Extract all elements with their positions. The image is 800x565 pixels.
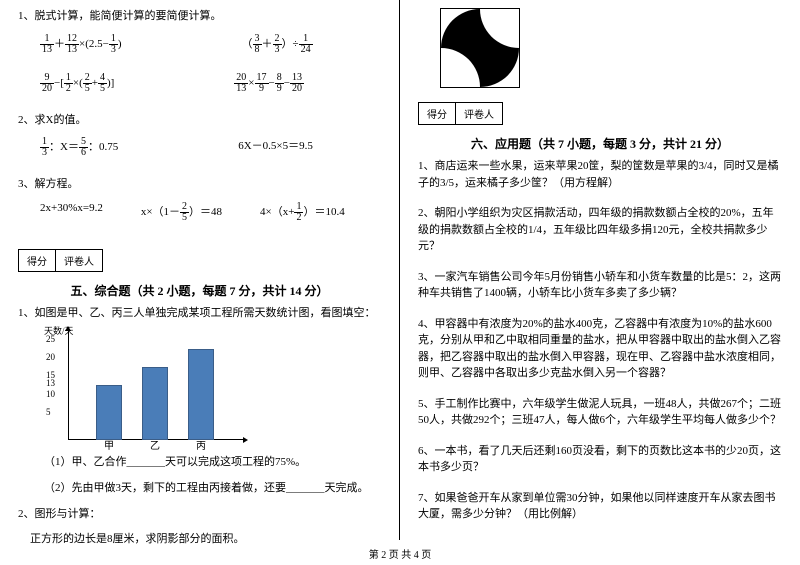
q5-1-sub1: （1）甲、乙合作_______天可以完成这项工程的75%。 [44, 454, 381, 472]
chart-bar [188, 349, 214, 441]
right-column: 得分 评卷人 六、应用题（共 7 小题，每题 3 分，共计 21 分） 1、商店… [400, 0, 800, 540]
score-label: 得分 [19, 250, 56, 271]
r-q3: 3、一家汽车销售公司今年5月份销售小轿车和小货车数量的比是5：2，这两种车共销售… [418, 269, 782, 302]
q5-2: 2、图形与计算： [18, 506, 381, 524]
section-5-title: 五、综合题（共 2 小题，每题 7 分，共计 14 分） [18, 282, 381, 299]
expr-1b: （38＋23）÷124 [242, 34, 313, 55]
expr-4b: x×（1－25）＝48 [141, 202, 222, 223]
q5-1-sub2: （2）先由甲做3天，剩下的工程由丙接着做，还要_______天完成。 [44, 480, 381, 498]
chart-bar [142, 367, 168, 440]
page-footer: 第 2 页 共 4 页 [0, 546, 800, 561]
y-tick-label: 15 [46, 370, 55, 380]
grader-label: 评卷人 [456, 103, 502, 124]
score-box-r: 得分 评卷人 [418, 102, 503, 125]
geometry-figure [440, 8, 520, 88]
x-tick-label: 丙 [196, 437, 206, 452]
x-tick-label: 甲 [104, 437, 114, 452]
expr-row-2: 920−[12×(25+45)] 2013×179−89−1320 [40, 73, 381, 94]
expr-4a: 2x+30%x=9.2 [40, 202, 103, 223]
expr-row-1: 113＋1213×(2.5−13) （38＋23）÷124 [40, 34, 381, 55]
score-label: 得分 [419, 103, 456, 124]
expr-2b: 2013×179−89−1320 [234, 73, 304, 94]
expr-2a: 920−[12×(25+45)] [40, 73, 114, 94]
y-tick-label: 10 [46, 389, 55, 399]
x-tick-label: 乙 [150, 437, 160, 452]
y-tick-label: 20 [46, 352, 55, 362]
q1-label: 1、脱式计算，能简便计算的要简便计算。 [18, 8, 381, 26]
r-q1: 1、商店运来一些水果，运来苹果20筐，梨的筐数是苹果的3/4，同时又是橘子的3/… [418, 158, 782, 191]
r-q6: 6、一本书，看了几天后还剩160页没看，剩下的页数比这本书的少20页，这本书多少… [418, 443, 782, 476]
chart-bar [96, 385, 122, 440]
grader-label: 评卷人 [56, 250, 102, 271]
expr-row-3: 13：X＝56：0.75 6X－0.5×5＝9.5 [40, 137, 381, 158]
r-q4: 4、甲容器中有浓度为20%的盐水400克，乙容器中有浓度为10%的盐水600克，… [418, 316, 782, 382]
expr-3b: 6X－0.5×5＝9.5 [238, 137, 313, 158]
left-column: 1、脱式计算，能简便计算的要简便计算。 113＋1213×(2.5−13) （3… [0, 0, 400, 540]
section-6-title: 六、应用题（共 7 小题，每题 3 分，共计 21 分） [418, 135, 782, 152]
r-q5: 5、手工制作比赛中，六年级学生做泥人玩具，一班48人，共做267个；二班50人，… [418, 396, 782, 429]
y-tick-label: 5 [46, 407, 51, 417]
y-tick-label: 25 [46, 334, 55, 344]
expr-3a: 13：X＝56：0.75 [40, 137, 118, 158]
q5-1: 1、如图是甲、乙、丙三人单独完成某项工程所需天数统计图，看图填空： [18, 305, 381, 323]
r-q7: 7、如果爸爸开车从家到单位需30分钟，如果他以同样速度开车从家去图书大厦，需多少… [418, 490, 782, 523]
q3-label: 3、解方程。 [18, 176, 381, 194]
expr-4c: 4×（x+12）＝10.4 [260, 202, 345, 223]
expr-row-4: 2x+30%x=9.2 x×（1－25）＝48 4×（x+12）＝10.4 [40, 202, 381, 223]
bar-chart: 天数/天 51013152025甲乙丙 [44, 330, 244, 450]
q2-label: 2、求X的值。 [18, 112, 381, 130]
r-q2: 2、朝阳小学组织为灾区捐款活动，四年级的捐款数额占全校的20%，五年级的捐款数额… [418, 205, 782, 255]
expr-1a: 113＋1213×(2.5−13) [40, 34, 122, 55]
score-box: 得分 评卷人 [18, 249, 103, 272]
